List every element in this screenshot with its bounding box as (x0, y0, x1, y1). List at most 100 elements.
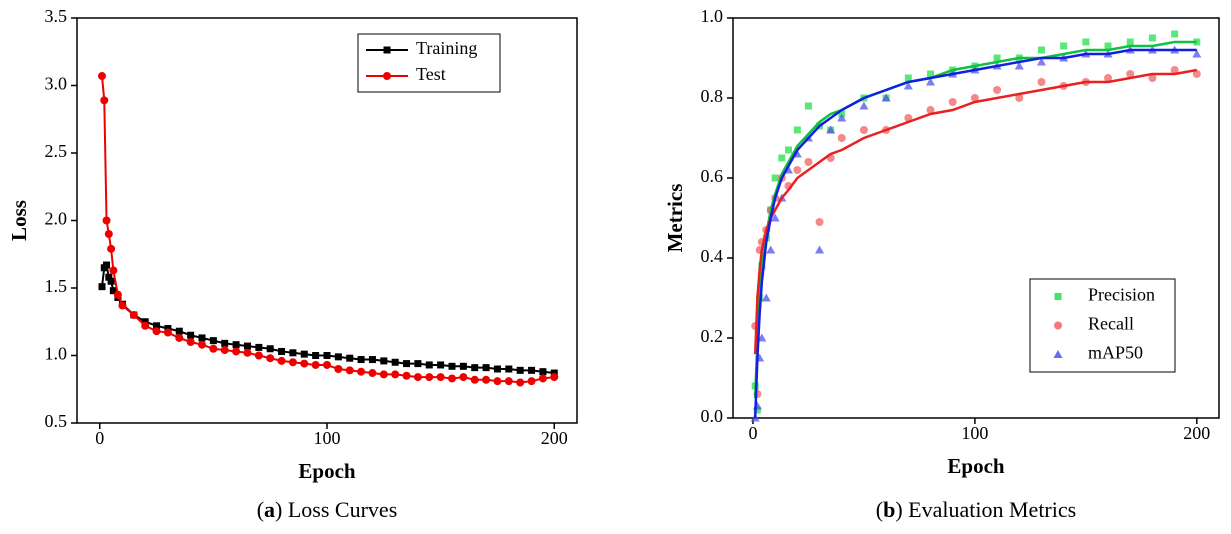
marker (1036, 57, 1046, 66)
marker (383, 72, 391, 80)
marker (1192, 49, 1202, 58)
caption-label: a (264, 497, 275, 522)
marker (436, 373, 445, 382)
marker (505, 365, 513, 373)
marker (232, 347, 241, 356)
y-tick-label: 0.8 (701, 86, 724, 106)
legend-label: mAP50 (1088, 343, 1143, 363)
marker (1060, 42, 1068, 50)
marker (102, 216, 111, 225)
marker (141, 321, 150, 330)
marker (948, 98, 957, 106)
caption-prefix: ( (257, 497, 264, 522)
marker (993, 86, 1002, 94)
marker (903, 81, 913, 90)
marker (109, 287, 117, 295)
marker (1192, 70, 1201, 78)
marker (837, 113, 847, 122)
marker (516, 378, 525, 387)
series-line (101, 75, 555, 384)
caption-text: ) Loss Curves (275, 497, 397, 522)
marker (1170, 66, 1179, 74)
marker (970, 94, 979, 102)
caption-label: b (883, 497, 895, 522)
marker (277, 356, 286, 365)
marker (413, 373, 422, 382)
marker (357, 367, 366, 376)
marker (859, 126, 868, 134)
marker (804, 102, 812, 110)
marker (1037, 78, 1046, 86)
marker (209, 337, 217, 345)
plot-frame (732, 17, 1220, 419)
marker (380, 357, 388, 365)
marker (482, 375, 491, 384)
x-tick-label: 100 (961, 423, 988, 443)
marker (266, 345, 274, 353)
marker (98, 72, 106, 81)
marker (1171, 30, 1179, 38)
marker (164, 325, 172, 332)
marker (881, 93, 891, 102)
marker (904, 74, 912, 82)
y-tick-label: 1.0 (701, 6, 724, 26)
marker (113, 290, 122, 299)
marker (129, 311, 138, 319)
marker (493, 377, 502, 386)
marker (437, 361, 445, 369)
legend-label: Training (416, 38, 477, 58)
y-axis-label: Loss (7, 200, 31, 241)
marker (107, 244, 116, 253)
marker (104, 230, 113, 238)
x-axis-label: Epoch (298, 459, 356, 483)
marker (221, 339, 229, 347)
y-tick-label: 2.0 (45, 209, 68, 229)
marker (826, 125, 836, 134)
marker (528, 366, 536, 374)
marker (482, 364, 490, 372)
marker (1053, 350, 1063, 358)
x-tick-label: 0 (748, 423, 757, 443)
marker (1148, 74, 1157, 82)
marker (1015, 94, 1024, 102)
marker (107, 277, 115, 285)
marker (243, 348, 252, 357)
marker (459, 373, 468, 382)
marker (859, 101, 869, 110)
caption: (a) Loss Curves (257, 497, 398, 522)
marker (278, 347, 286, 355)
marker (425, 373, 434, 382)
marker (209, 344, 218, 353)
marker (383, 46, 391, 54)
marker (778, 154, 786, 162)
marker (323, 360, 331, 369)
marker (391, 358, 399, 366)
caption: (b) Evaluation Metrics (876, 497, 1076, 522)
y-tick-label: 3.5 (45, 6, 68, 26)
marker (103, 261, 111, 269)
marker (926, 77, 936, 86)
marker (255, 343, 263, 351)
marker (175, 333, 184, 342)
y-tick-label: 0.4 (701, 246, 724, 266)
marker (368, 369, 377, 378)
marker (118, 301, 127, 310)
marker (334, 365, 343, 373)
marker (220, 346, 229, 355)
marker (1054, 321, 1062, 330)
marker (1126, 38, 1134, 46)
y-tick-label: 0.6 (701, 166, 724, 186)
marker (105, 273, 113, 281)
x-tick-label: 0 (95, 428, 104, 448)
marker (448, 374, 456, 383)
marker (232, 341, 240, 349)
marker (163, 328, 172, 337)
legend-label: Recall (1088, 314, 1134, 334)
marker (470, 375, 479, 384)
marker (770, 213, 780, 222)
marker (100, 96, 109, 105)
fit-line (753, 48, 1197, 419)
marker (243, 342, 251, 350)
marker (357, 356, 365, 364)
